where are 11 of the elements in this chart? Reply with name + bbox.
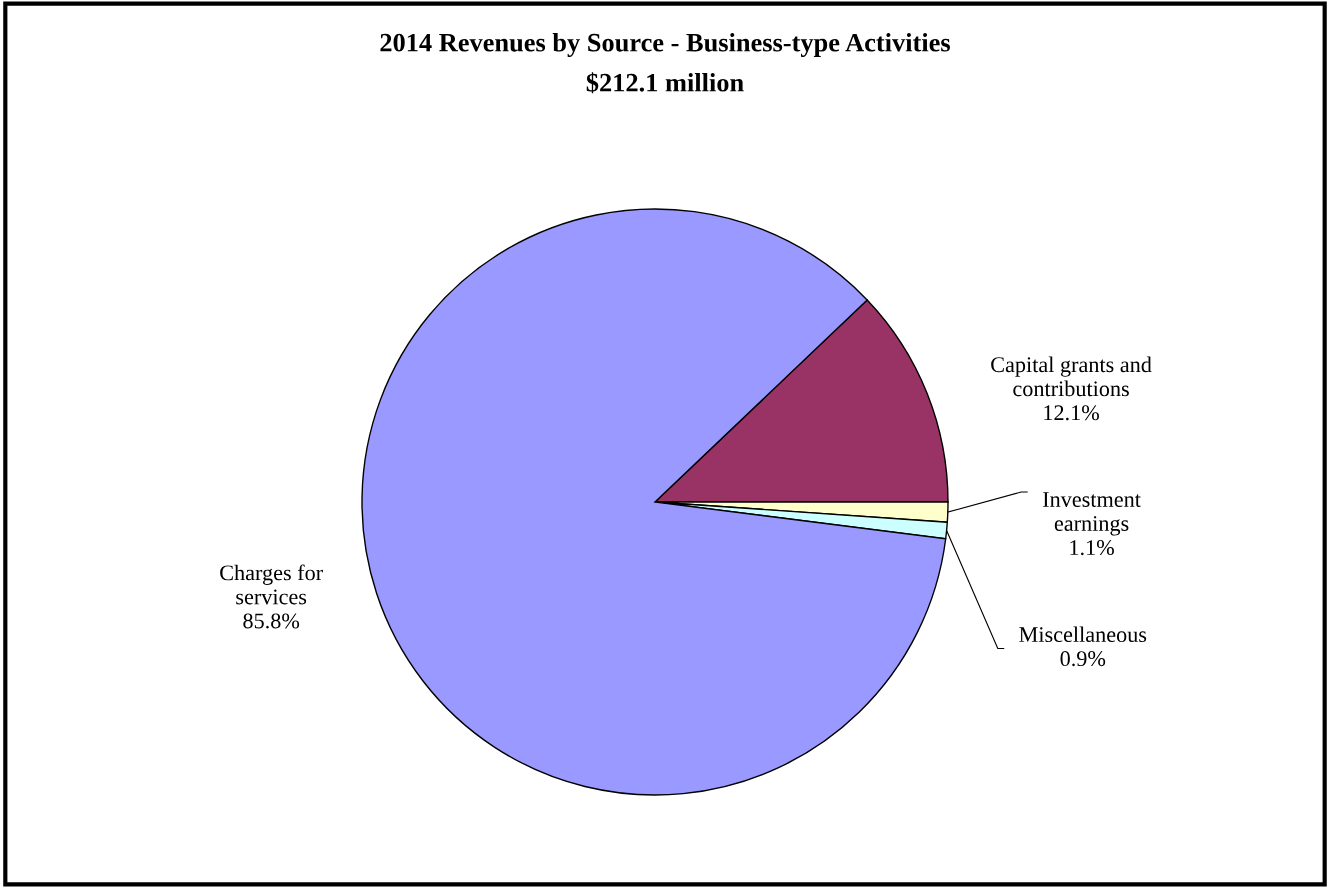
chart-subtitle: $212.1 million (586, 72, 744, 94)
slice-label: Miscellaneous (1019, 626, 1147, 643)
slice-label: Capital grants and contributions (991, 356, 1152, 397)
chart-title: 2014 Revenues by Source - Business-type Activities (380, 33, 950, 57)
pie-slice (361, 208, 947, 796)
data-label: 85.8% (243, 613, 300, 629)
slice-label: Investment earnings (1043, 492, 1141, 536)
data-label: 1.1% (1070, 540, 1114, 556)
data-label: 0.9% (1060, 651, 1106, 667)
data-label: 12.1% (1044, 405, 1099, 421)
slice-label: Charges for services (220, 564, 323, 605)
